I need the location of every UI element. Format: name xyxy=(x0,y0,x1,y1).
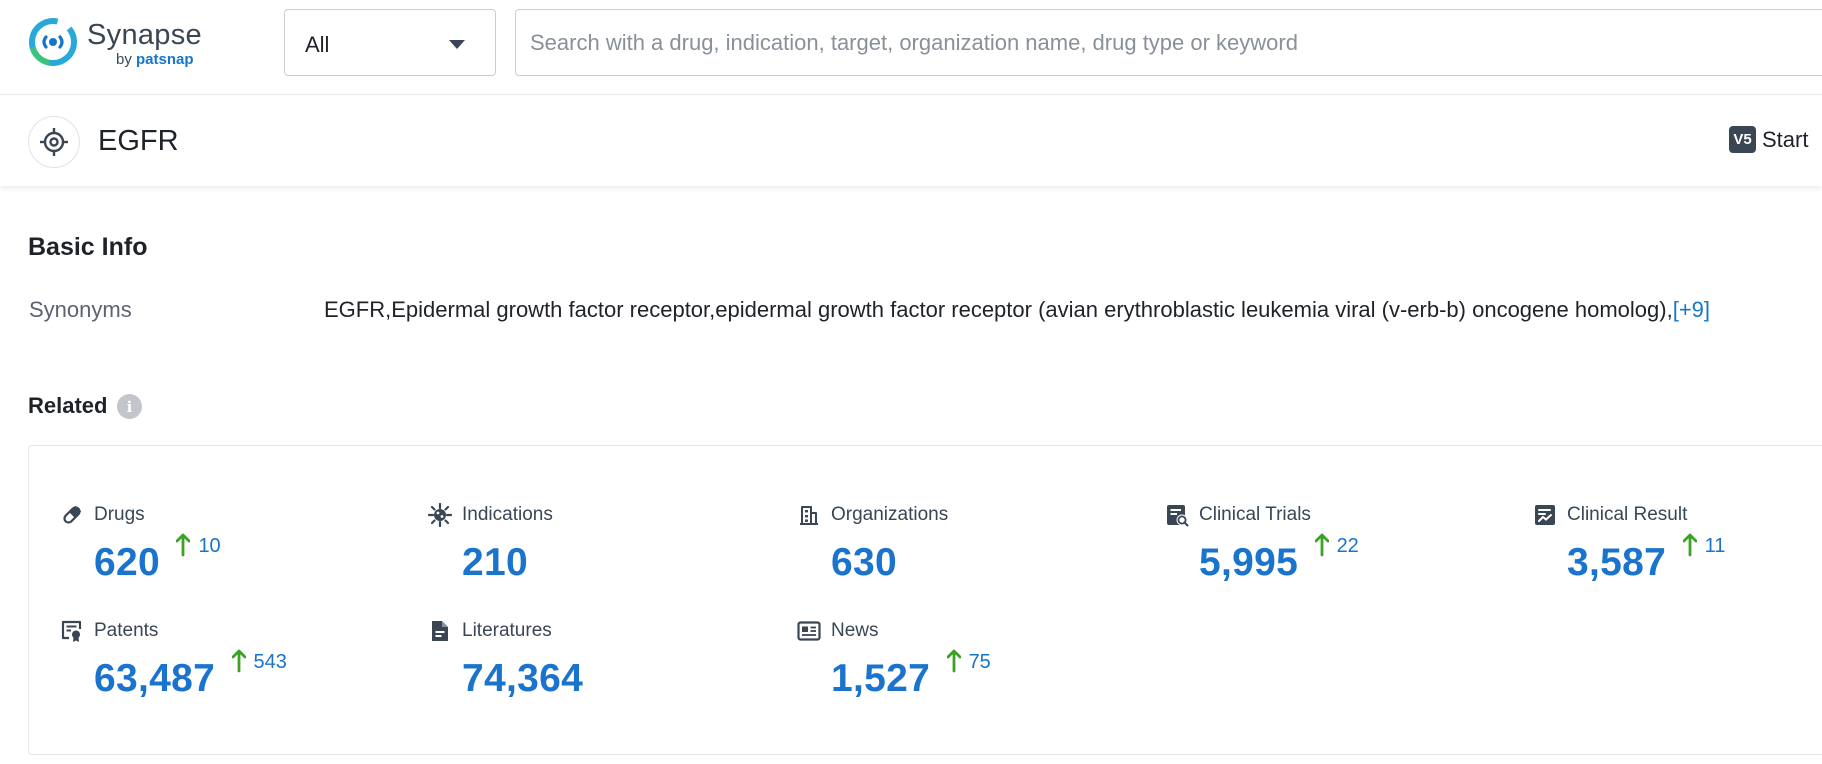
stat-clinical-result[interactable]: Clinical Result 3,587 11 xyxy=(1533,501,1725,587)
v5-icon: V5 xyxy=(1729,126,1756,153)
stat-value: 5,995 xyxy=(1199,541,1298,584)
stat-delta: 543 xyxy=(232,649,287,673)
related-stats-card: Drugs 620 10 Indications 210 Organizatio… xyxy=(28,445,1822,755)
synapse-logo-icon xyxy=(27,16,79,68)
newspaper-icon xyxy=(797,619,821,643)
start-button-label: Start xyxy=(1762,127,1808,153)
entity-header: EGFR V5 Start xyxy=(0,96,1822,186)
synapse-logo[interactable]: Synapse by patsnap xyxy=(27,16,205,68)
start-button[interactable]: V5 Start xyxy=(1729,126,1808,153)
related-heading: Related xyxy=(28,393,107,419)
stat-value: 1,527 xyxy=(831,657,930,700)
info-icon[interactable]: i xyxy=(117,394,142,419)
stat-patents[interactable]: Patents 63,487 543 xyxy=(60,617,287,703)
stat-value: 620 xyxy=(94,541,160,584)
stat-delta: 11 xyxy=(1683,533,1726,557)
pill-icon xyxy=(60,503,84,527)
logo-byline: by patsnap xyxy=(116,51,194,68)
synonyms-value: EGFR,Epidermal growth factor receptor,ep… xyxy=(324,297,1710,323)
stat-drugs[interactable]: Drugs 620 10 xyxy=(60,501,221,587)
stat-label: Drugs xyxy=(94,504,145,526)
stat-news[interactable]: News 1,527 75 xyxy=(797,617,991,703)
stat-value: 630 xyxy=(831,541,897,584)
clinical-result-icon xyxy=(1533,503,1557,527)
clinical-trials-icon xyxy=(1165,503,1189,527)
stat-label: Indications xyxy=(462,504,553,526)
stat-clinical-trials[interactable]: Clinical Trials 5,995 22 xyxy=(1165,501,1359,587)
stat-organizations[interactable]: Organizations 630 xyxy=(797,501,948,587)
search-scope-value: All xyxy=(305,32,329,58)
target-icon xyxy=(28,116,80,168)
stat-label: Clinical Result xyxy=(1567,504,1687,526)
stat-literatures[interactable]: Literatures 74,364 xyxy=(428,617,583,703)
stat-value: 3,587 xyxy=(1567,541,1666,584)
stat-delta: 75 xyxy=(947,649,991,673)
arrow-up-icon xyxy=(947,649,961,673)
virus-icon xyxy=(428,503,452,527)
stat-label: Organizations xyxy=(831,504,948,526)
arrow-up-icon xyxy=(1315,533,1329,557)
logo-name: Synapse xyxy=(87,19,202,52)
synonyms-more-link[interactable]: [+9] xyxy=(1673,297,1710,322)
stat-value: 74,364 xyxy=(462,657,583,700)
basic-info-heading: Basic Info xyxy=(28,233,147,262)
arrow-up-icon xyxy=(1683,533,1697,557)
stat-indications[interactable]: Indications 210 xyxy=(428,501,553,587)
document-icon xyxy=(428,619,452,643)
patent-icon xyxy=(60,619,84,643)
stat-label: Literatures xyxy=(462,620,552,642)
arrow-up-icon xyxy=(232,649,246,673)
stat-label: Clinical Trials xyxy=(1199,504,1311,526)
page-title: EGFR xyxy=(98,125,179,158)
caret-down-icon xyxy=(449,40,465,49)
search-scope-dropdown[interactable]: All xyxy=(284,9,496,76)
stat-label: Patents xyxy=(94,620,158,642)
stat-delta: 10 xyxy=(176,533,220,557)
building-icon xyxy=(797,503,821,527)
synonyms-label: Synonyms xyxy=(29,297,132,323)
top-bar: Synapse by patsnap All xyxy=(0,0,1822,95)
stat-label: News xyxy=(831,620,879,642)
stat-value: 210 xyxy=(462,541,528,584)
search-input[interactable] xyxy=(515,9,1822,76)
arrow-up-icon xyxy=(176,533,190,557)
stat-value: 63,487 xyxy=(94,657,215,700)
stat-delta: 22 xyxy=(1315,533,1359,557)
